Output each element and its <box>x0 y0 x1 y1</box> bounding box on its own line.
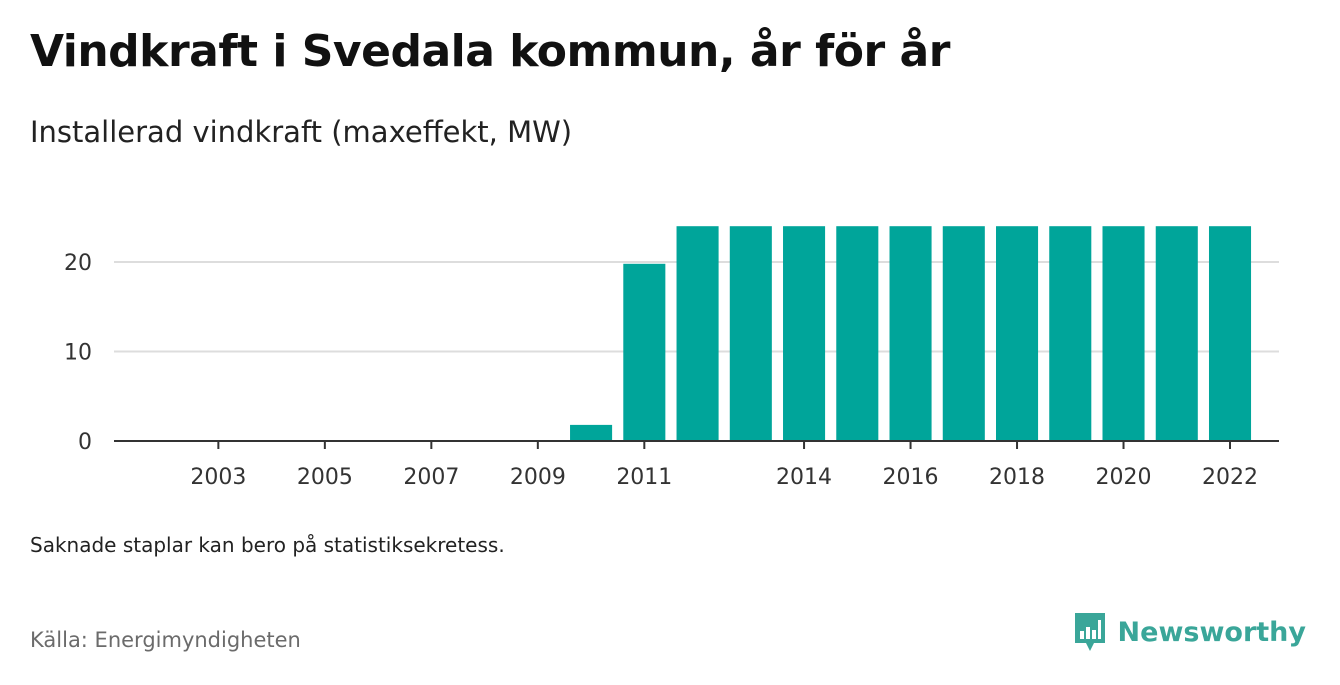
brand-link[interactable]: Newsworthy <box>1072 610 1306 654</box>
bar <box>676 226 719 441</box>
brand-name: Newsworthy <box>1117 616 1306 648</box>
x-tick-label: 2018 <box>989 465 1045 490</box>
x-tick-label: 2011 <box>616 465 672 490</box>
x-tick-label: 2005 <box>297 465 353 490</box>
chart-title: Vindkraft i Svedala kommun, år för år <box>30 26 950 77</box>
bar <box>570 424 613 441</box>
bar <box>623 263 666 441</box>
y-tick-label: 0 <box>78 430 92 455</box>
bar <box>996 226 1039 441</box>
x-tick-label: 2016 <box>883 465 939 490</box>
y-tick-label: 10 <box>64 341 92 366</box>
bar <box>942 226 985 441</box>
bar <box>1208 226 1252 441</box>
x-tick-label: 2020 <box>1096 465 1152 490</box>
x-tick-label: 2022 <box>1202 465 1258 490</box>
newsworthy-logo-icon <box>1074 613 1105 651</box>
source-text: Källa: Energimyndigheten <box>30 628 301 652</box>
bar <box>889 226 932 441</box>
x-tick-label: 2009 <box>510 465 566 490</box>
x-tick-label: 2003 <box>190 465 246 490</box>
bar <box>783 226 826 441</box>
bar <box>1049 226 1092 441</box>
chart-subtitle: Installerad vindkraft (maxeffekt, MW) <box>30 115 573 149</box>
bar <box>1155 226 1198 441</box>
bar <box>729 226 772 441</box>
x-tick-label: 2007 <box>403 465 459 490</box>
x-tick-label: 2014 <box>776 465 832 490</box>
bar <box>836 226 879 441</box>
chart-note: Saknade staplar kan bero på statistiksek… <box>30 533 505 557</box>
y-tick-label: 20 <box>64 251 92 276</box>
bar <box>1102 226 1145 441</box>
